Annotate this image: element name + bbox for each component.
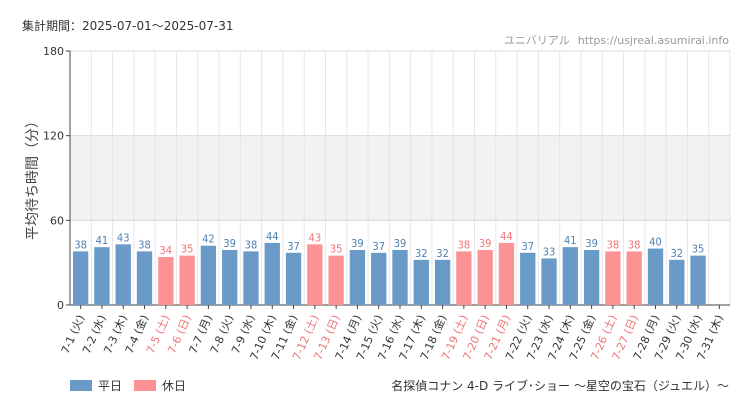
value-label: 42 — [202, 233, 215, 246]
bar — [285, 252, 302, 305]
value-label: 44 — [266, 230, 279, 243]
bar — [583, 249, 600, 305]
value-label: 32 — [415, 247, 428, 260]
bar — [349, 249, 366, 305]
bar — [158, 257, 174, 305]
value-label: 39 — [394, 237, 407, 250]
bar — [328, 255, 344, 305]
value-label: 32 — [670, 247, 683, 260]
value-label: 35 — [692, 243, 705, 256]
bar — [179, 255, 195, 305]
y-tick-label: 120 — [43, 130, 64, 143]
y-tick-label: 180 — [43, 45, 64, 58]
value-label: 38 — [458, 238, 471, 251]
value-label: 37 — [287, 240, 300, 253]
site-credit[interactable]: ユニバリアル https://usjreal.asumirai.info — [504, 34, 729, 47]
bar — [456, 251, 472, 305]
value-label: 33 — [543, 245, 556, 258]
bar — [371, 252, 387, 305]
value-label: 32 — [436, 247, 449, 260]
bar — [222, 249, 238, 305]
bar — [626, 251, 642, 305]
value-label: 37 — [372, 240, 385, 253]
bar — [200, 245, 217, 305]
bar — [72, 251, 89, 305]
value-label: 39 — [351, 237, 364, 250]
value-label: 39 — [479, 237, 492, 250]
legend-swatch-holiday — [134, 380, 156, 391]
value-label: 43 — [117, 231, 130, 244]
value-label: 44 — [500, 230, 513, 243]
value-label: 39 — [223, 237, 236, 250]
bar — [413, 259, 429, 305]
value-label: 35 — [181, 243, 194, 256]
y-tick-label: 60 — [50, 214, 64, 227]
attraction-name: 名探偵コナン 4-D ライブ･ショー ～星空の宝石（ジュエル）～ — [391, 378, 729, 393]
bar — [669, 259, 685, 305]
value-label: 41 — [96, 234, 109, 247]
bar — [115, 244, 131, 305]
bar — [498, 242, 515, 305]
y-tick-label: 0 — [57, 299, 64, 312]
value-label: 37 — [521, 240, 534, 253]
value-label: 38 — [138, 238, 151, 251]
value-label: 40 — [649, 236, 662, 249]
bar — [520, 252, 536, 305]
legend-label-holiday: 休日 — [162, 379, 186, 393]
value-label: 38 — [628, 238, 641, 251]
legend-label-weekday: 平日 — [98, 379, 122, 393]
value-label: 35 — [330, 243, 343, 256]
value-label: 39 — [585, 237, 598, 250]
bar — [647, 248, 664, 305]
bar — [136, 251, 153, 305]
bar — [434, 259, 451, 305]
bar — [392, 249, 408, 305]
shaded-band — [70, 135, 730, 221]
value-label: 43 — [309, 231, 322, 244]
bar — [264, 242, 280, 305]
value-label: 38 — [607, 238, 620, 251]
value-label: 38 — [245, 238, 258, 251]
y-axis-label: 平均待ち時間（分） — [25, 114, 41, 240]
bar — [690, 255, 706, 305]
bar — [477, 249, 493, 305]
site-url: https://usjreal.asumirai.info — [578, 34, 729, 47]
site-name: ユニバリアル — [504, 34, 570, 47]
bar — [605, 251, 621, 305]
bar — [94, 247, 110, 305]
legend-swatch-weekday — [70, 380, 92, 391]
value-label: 41 — [564, 234, 577, 247]
legend: 平日 休日 — [70, 379, 186, 393]
bar — [243, 251, 259, 305]
period-label: 集計期間：2025-07-01～2025-07-31 — [22, 18, 233, 33]
value-label: 34 — [160, 244, 173, 257]
value-label: 38 — [74, 238, 87, 251]
bar — [541, 258, 557, 305]
bar — [307, 244, 323, 305]
bar — [562, 247, 578, 305]
